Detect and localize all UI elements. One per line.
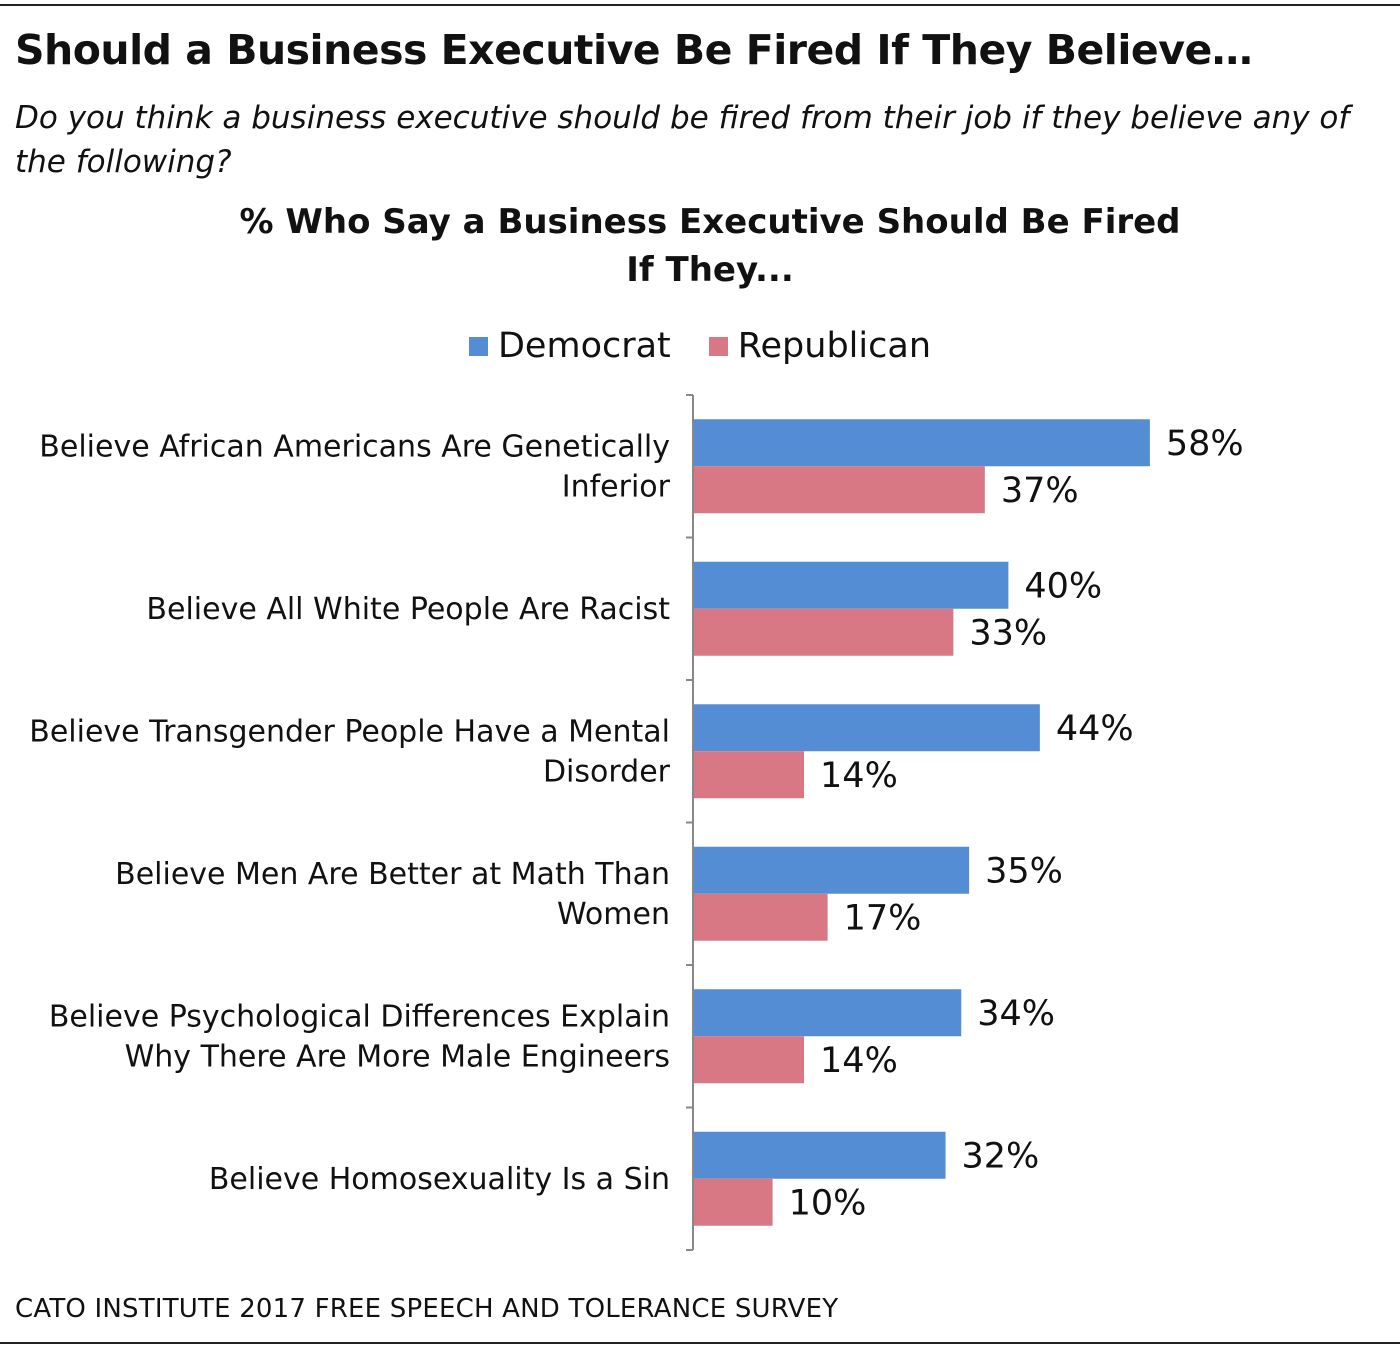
category-label-line: Inferior — [562, 469, 671, 504]
bar-democrat — [694, 989, 962, 1037]
bottom-rule — [0, 1342, 1400, 1344]
category-label-line: Women — [557, 896, 670, 931]
data-label-republican: 14% — [820, 756, 898, 796]
category-label: Believe Homosexuality Is a Sin — [209, 1161, 670, 1196]
bar-republican — [694, 466, 985, 514]
top-rule — [0, 4, 1400, 6]
data-label-republican: 37% — [1001, 471, 1079, 511]
data-label-democrat: 44% — [1056, 709, 1134, 749]
legend-item-democrat: Democrat — [468, 326, 671, 366]
bar-republican — [694, 1178, 773, 1226]
category-label: Believe Transgender People Have a Mental… — [29, 714, 670, 789]
main-title: Should a Business Executive Be Fired If … — [15, 26, 1253, 74]
legend-swatch-republican — [708, 336, 728, 356]
bar-democrat — [694, 704, 1040, 752]
source-note: CATO INSTITUTE 2017 FREE SPEECH AND TOLE… — [15, 1294, 839, 1324]
legend-item-republican: Republican — [708, 326, 931, 366]
bar-republican — [694, 893, 828, 941]
data-label-republican: 10% — [789, 1183, 867, 1223]
category-label-line: Why There Are More Male Engineers — [125, 1039, 670, 1074]
bar-republican — [694, 1036, 805, 1084]
chart-title: % Who Say a Business Executive Should Be… — [210, 198, 1210, 294]
chart-title-line-1: % Who Say a Business Executive Should Be… — [239, 202, 1181, 242]
legend-label-republican: Republican — [737, 326, 931, 366]
data-label-democrat: 58% — [1166, 424, 1244, 464]
bar-democrat — [694, 419, 1150, 467]
category-label-line: Believe Men Are Better at Math Than — [115, 856, 670, 891]
data-label-democrat: 34% — [977, 994, 1055, 1034]
bar-democrat — [694, 1131, 946, 1179]
bar-republican — [694, 751, 805, 799]
bar-democrat — [694, 846, 970, 894]
category-label: Believe All White People Are Racist — [146, 591, 670, 626]
category-label: Believe Psychological Differences Explai… — [49, 999, 670, 1074]
category-label-line: Believe All White People Are Racist — [146, 591, 670, 626]
category-label-line: Believe Transgender People Have a Mental — [29, 714, 670, 749]
category-label: Believe African Americans Are Geneticall… — [39, 429, 670, 504]
data-label-democrat: 40% — [1024, 566, 1102, 606]
category-label-line: Disorder — [543, 754, 671, 789]
chart-title-line-2: If They... — [626, 250, 794, 290]
data-label-republican: 33% — [969, 613, 1047, 653]
data-label-democrat: 35% — [985, 851, 1063, 891]
legend-swatch-democrat — [468, 336, 488, 356]
data-label-republican: 14% — [820, 1041, 898, 1081]
category-label-line: Believe Psychological Differences Explai… — [49, 999, 670, 1034]
bar-republican — [694, 608, 954, 656]
legend-label-democrat: Democrat — [497, 326, 671, 366]
data-label-republican: 17% — [844, 898, 922, 938]
data-label-democrat: 32% — [962, 1136, 1040, 1176]
category-label-line: Believe African Americans Are Geneticall… — [39, 429, 670, 464]
legend: Democrat Republican — [0, 326, 1400, 366]
bar-chart: Believe African Americans Are Geneticall… — [29, 394, 1244, 1251]
bar-democrat — [694, 561, 1009, 609]
category-label: Believe Men Are Better at Math Than Women — [115, 856, 670, 931]
category-label-line: Believe Homosexuality Is a Sin — [209, 1161, 670, 1196]
subtitle: Do you think a business executive should… — [15, 100, 1350, 180]
